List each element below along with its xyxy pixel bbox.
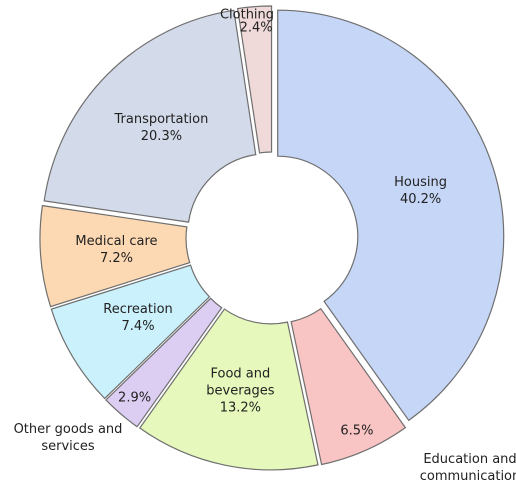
value-label: 20.3% xyxy=(140,128,183,144)
category-label: Other goods and services xyxy=(13,422,123,454)
donut-segment xyxy=(43,9,257,223)
segment-label: Housing 40.2% xyxy=(356,174,486,208)
donut-segment xyxy=(236,5,273,154)
value-label: 2.4% xyxy=(239,20,273,36)
category-label: Transportation xyxy=(114,111,209,127)
value-label: 7.4% xyxy=(121,318,155,334)
category-label: Education and communication xyxy=(419,452,516,484)
category-label: Medical care xyxy=(75,234,158,250)
donut-segment xyxy=(277,9,505,422)
segment-label: Recreation 7.4% xyxy=(73,301,203,335)
category-label: Recreation xyxy=(103,301,173,317)
donut-segment xyxy=(39,204,191,308)
segment-label: Transportation 20.3% xyxy=(96,111,226,145)
value-label: 6.5% xyxy=(340,423,374,439)
category-label: Clothing xyxy=(219,7,275,23)
value-label: 13.2% xyxy=(219,400,262,416)
donut-segment xyxy=(290,307,407,466)
donut-segment xyxy=(50,264,211,400)
donut-segment xyxy=(138,308,319,471)
segment-label: Medical care 7.2% xyxy=(51,233,181,267)
value-label: 2.9% xyxy=(118,390,152,406)
category-label: Housing xyxy=(394,174,448,190)
value-label: 40.2% xyxy=(399,191,442,207)
value-label: 7.2% xyxy=(99,251,133,267)
donut-segment xyxy=(105,297,223,428)
segment-label: Food and beverages 13.2% xyxy=(195,365,285,416)
category-label: Food and beverages xyxy=(206,366,275,399)
